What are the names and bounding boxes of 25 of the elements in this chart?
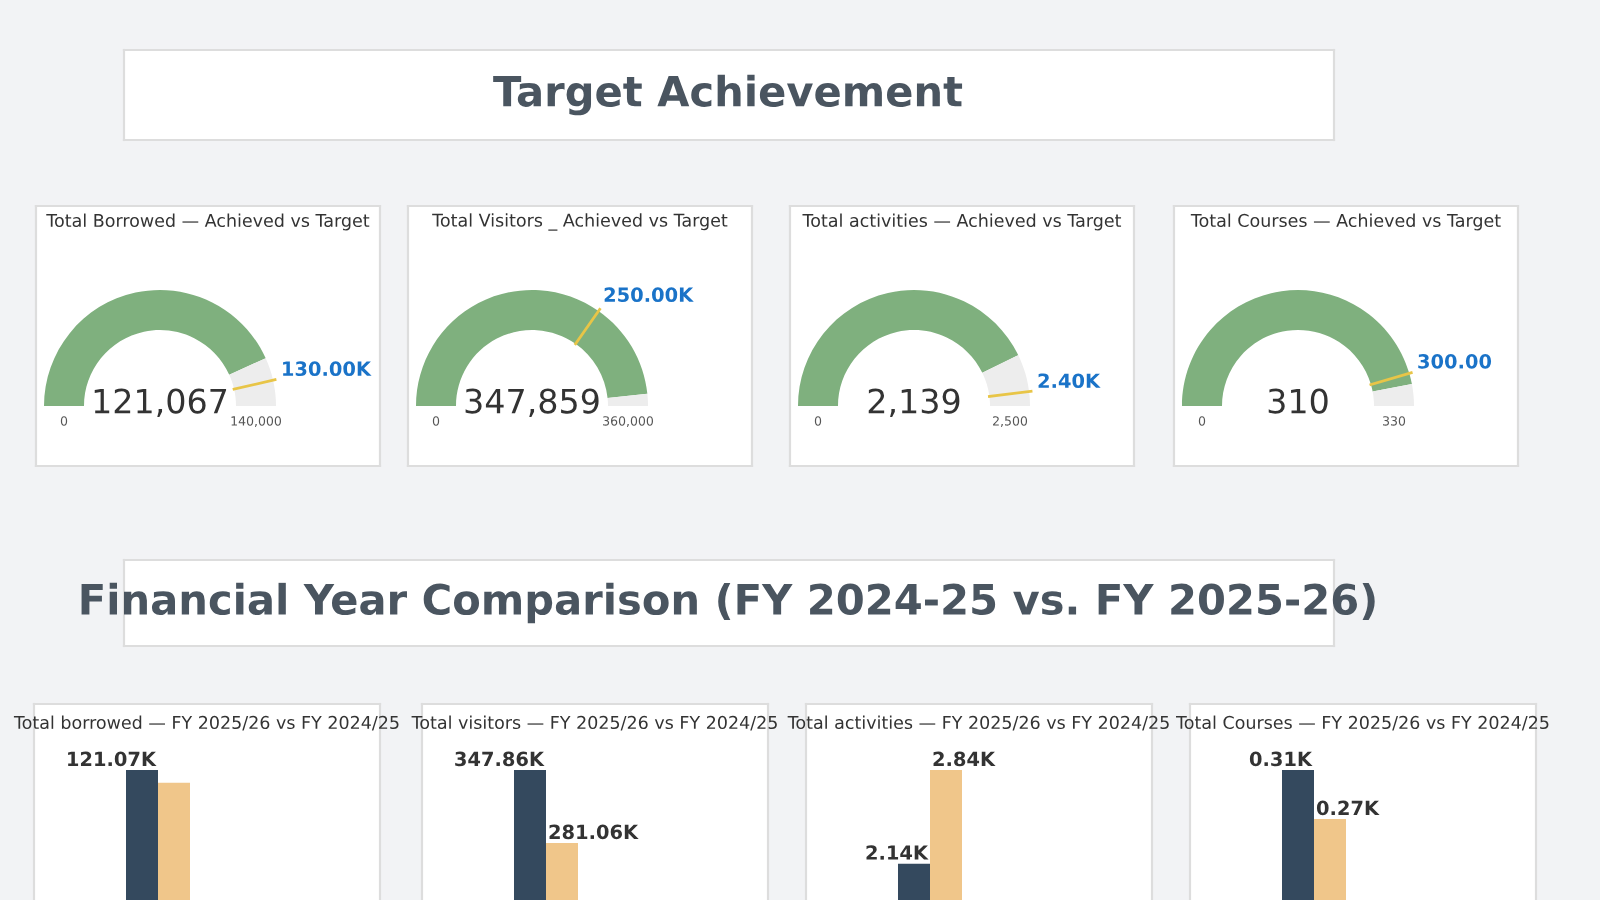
data-label: 0.31K <box>1249 751 1313 767</box>
text: 300.00 <box>1418 354 1492 369</box>
text: 250.00K <box>604 287 694 303</box>
data-label: 347.86K <box>455 751 545 767</box>
data-label: 281.06K <box>549 824 639 840</box>
text: 347,859 <box>465 388 599 418</box>
chart-title: Total activities — Achieved vs Target <box>802 213 1122 231</box>
text: 2,139 <box>868 388 960 418</box>
chart-title: Total activities — FY 2025/26 vs FY 2024/25 <box>787 715 1169 731</box>
text: 310 <box>1268 388 1328 414</box>
chart-title: Total Courses — FY 2025/26 vs FY 2024/25 <box>1176 715 1549 731</box>
text: Target Achievement <box>493 74 963 116</box>
text: Financial Year Comparison (FY 2024-25 vs. FY 2025-26) <box>81 582 1375 624</box>
chart-title: Total borrowed — FY 2025/26 vs FY 2024/25 <box>13 715 399 731</box>
text: 130.00K <box>283 361 372 377</box>
data-label: 2.84K <box>933 751 996 767</box>
chart-title: Total Visitors _ Achieved vs Target <box>432 213 728 231</box>
chart-title: Total Courses — Achieved vs Target <box>1190 213 1501 231</box>
data-label: 121.07K <box>68 751 157 767</box>
data-label: 2.14K <box>866 845 929 860</box>
text: 2.40K <box>1038 373 1101 389</box>
chart-title: Total visitors — FY 2025/26 vs FY 2024/25 <box>411 715 777 731</box>
chart-title: Total Borrowed — Achieved vs Target <box>46 213 370 231</box>
text: 121,067 <box>94 388 227 418</box>
data-label: 0.27K <box>1316 800 1380 816</box>
